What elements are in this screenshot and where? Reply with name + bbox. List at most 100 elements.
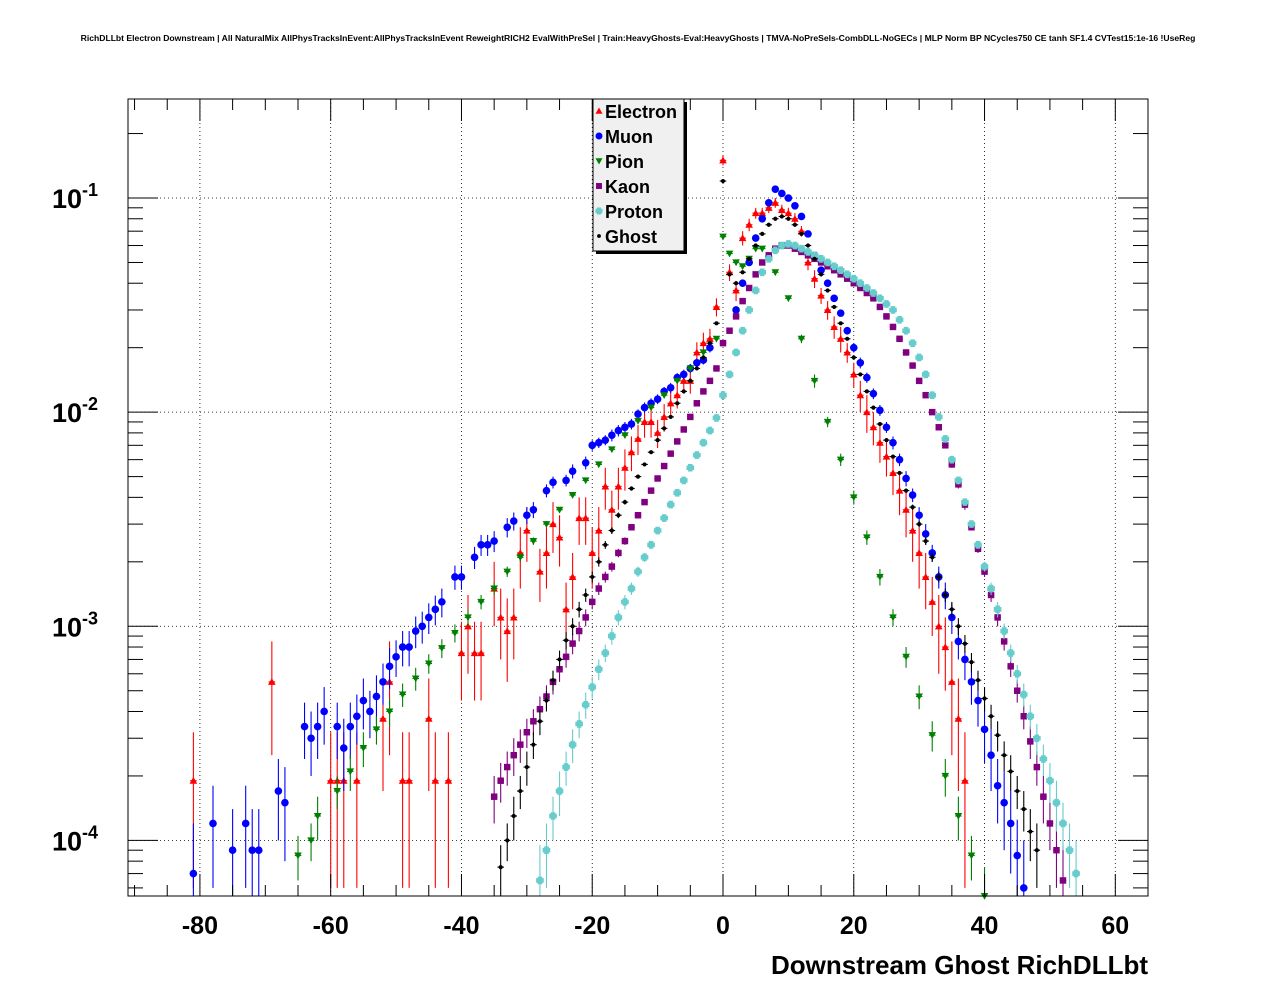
data-point-pion xyxy=(797,334,806,344)
marker-muon xyxy=(490,537,498,545)
data-point-muon xyxy=(902,471,910,487)
data-point-kaon xyxy=(615,548,622,558)
legend-label-kaon: Kaon xyxy=(605,177,650,197)
marker-proton xyxy=(588,683,597,691)
marker-electron xyxy=(804,258,812,266)
data-point-proton xyxy=(771,246,780,255)
marker-kaon xyxy=(615,549,622,557)
marker-proton xyxy=(549,812,557,820)
data-point-ghost xyxy=(817,272,825,277)
marker-ghost xyxy=(727,272,732,277)
data-point-pion xyxy=(621,432,629,440)
marker-kaon xyxy=(556,666,563,673)
data-point-ghost xyxy=(602,541,609,549)
data-point-ghost xyxy=(876,421,884,427)
marker-proton xyxy=(1006,649,1015,657)
data-point-ghost xyxy=(922,537,929,545)
data-point-muon xyxy=(869,388,878,400)
data-point-ghost xyxy=(994,721,1001,752)
marker-ghost xyxy=(590,574,595,580)
marker-muon xyxy=(921,530,930,538)
data-point-pion xyxy=(823,416,832,428)
data-point-electron xyxy=(895,471,904,516)
marker-proton xyxy=(699,438,708,447)
data-point-muon xyxy=(451,565,459,590)
data-point-electron xyxy=(889,455,897,496)
marker-pion xyxy=(915,693,923,701)
data-point-muon xyxy=(562,474,570,487)
data-point-muon xyxy=(758,214,767,223)
marker-ghost xyxy=(982,696,987,701)
data-point-electron xyxy=(934,594,943,674)
data-point-kaon xyxy=(1020,704,1028,730)
marker-muon xyxy=(784,194,793,202)
y-tick-base: 10 xyxy=(52,398,82,428)
marker-pion xyxy=(686,365,695,373)
marker-ghost xyxy=(635,474,641,479)
data-point-electron xyxy=(353,732,361,888)
data-point-proton xyxy=(961,498,969,506)
data-point-muon xyxy=(771,185,780,193)
data-point-ghost xyxy=(575,601,583,618)
data-point-muon xyxy=(424,603,433,635)
marker-ghost xyxy=(668,414,673,420)
series-kaon xyxy=(490,242,1067,896)
marker-electron xyxy=(666,399,675,407)
marker-muon xyxy=(738,279,747,288)
data-point-kaon xyxy=(523,718,531,749)
data-point-kaon xyxy=(1013,680,1021,703)
y-tick-base: 10 xyxy=(52,184,82,214)
marker-kaon xyxy=(647,487,655,494)
data-point-muon xyxy=(889,436,897,450)
marker-ghost xyxy=(773,216,778,221)
marker-electron xyxy=(961,776,969,784)
data-point-ghost xyxy=(870,405,877,410)
marker-electron xyxy=(536,567,544,575)
marker-ghost xyxy=(871,405,876,410)
data-point-proton xyxy=(1052,780,1061,832)
data-point-ghost xyxy=(974,670,982,691)
marker-kaon xyxy=(706,377,714,385)
data-point-kaon xyxy=(843,275,851,282)
marker-kaon xyxy=(1020,713,1027,720)
legend-marker-muon xyxy=(595,132,603,140)
data-point-electron xyxy=(653,419,662,449)
data-point-muon xyxy=(640,402,649,414)
marker-muon xyxy=(961,655,969,664)
data-point-ghost xyxy=(948,601,956,618)
data-point-muon xyxy=(843,326,852,335)
data-point-muon xyxy=(503,518,512,538)
marker-ghost xyxy=(603,542,608,547)
marker-ghost xyxy=(740,270,745,275)
marker-electron xyxy=(849,370,858,378)
data-point-electron xyxy=(647,408,655,438)
data-point-kaon xyxy=(602,571,609,583)
data-point-proton xyxy=(954,476,963,485)
marker-muon xyxy=(771,185,780,193)
data-point-muon xyxy=(281,767,289,862)
data-point-muon xyxy=(1006,791,1015,874)
data-point-pion xyxy=(634,417,642,425)
legend-entry-muon: Muon xyxy=(595,127,653,147)
data-point-ghost xyxy=(582,588,589,602)
marker-kaon xyxy=(909,362,916,369)
data-point-kaon xyxy=(883,313,890,320)
data-point-proton xyxy=(797,244,806,253)
data-point-proton xyxy=(928,391,937,399)
marker-muon xyxy=(438,598,446,606)
data-point-muon xyxy=(523,507,531,525)
marker-proton xyxy=(1052,798,1061,807)
marker-pion xyxy=(732,259,740,267)
data-point-electron xyxy=(568,552,577,610)
marker-muon xyxy=(339,744,348,752)
marker-proton xyxy=(948,455,956,464)
data-point-pion xyxy=(686,365,695,373)
marker-electron xyxy=(614,482,623,490)
data-point-kaon xyxy=(1053,823,1060,888)
marker-electron xyxy=(817,291,825,299)
marker-ghost xyxy=(975,678,981,683)
data-point-muon xyxy=(804,230,812,238)
data-point-pion xyxy=(411,667,420,691)
marker-electron xyxy=(268,678,276,685)
data-point-proton xyxy=(575,711,583,739)
